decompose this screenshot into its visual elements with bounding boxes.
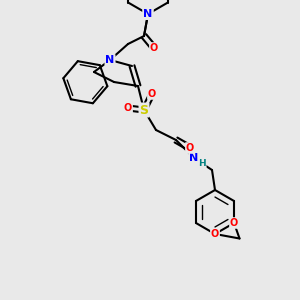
Text: O: O	[124, 103, 132, 113]
Text: O: O	[211, 229, 219, 239]
Text: N: N	[105, 55, 115, 65]
Text: O: O	[230, 218, 238, 228]
Text: N: N	[143, 9, 153, 19]
Text: N: N	[143, 9, 153, 19]
Text: O: O	[148, 89, 156, 99]
Text: N: N	[189, 153, 199, 163]
Text: O: O	[186, 143, 194, 153]
Text: H: H	[198, 160, 206, 169]
Text: S: S	[140, 103, 148, 116]
Text: O: O	[150, 43, 158, 53]
